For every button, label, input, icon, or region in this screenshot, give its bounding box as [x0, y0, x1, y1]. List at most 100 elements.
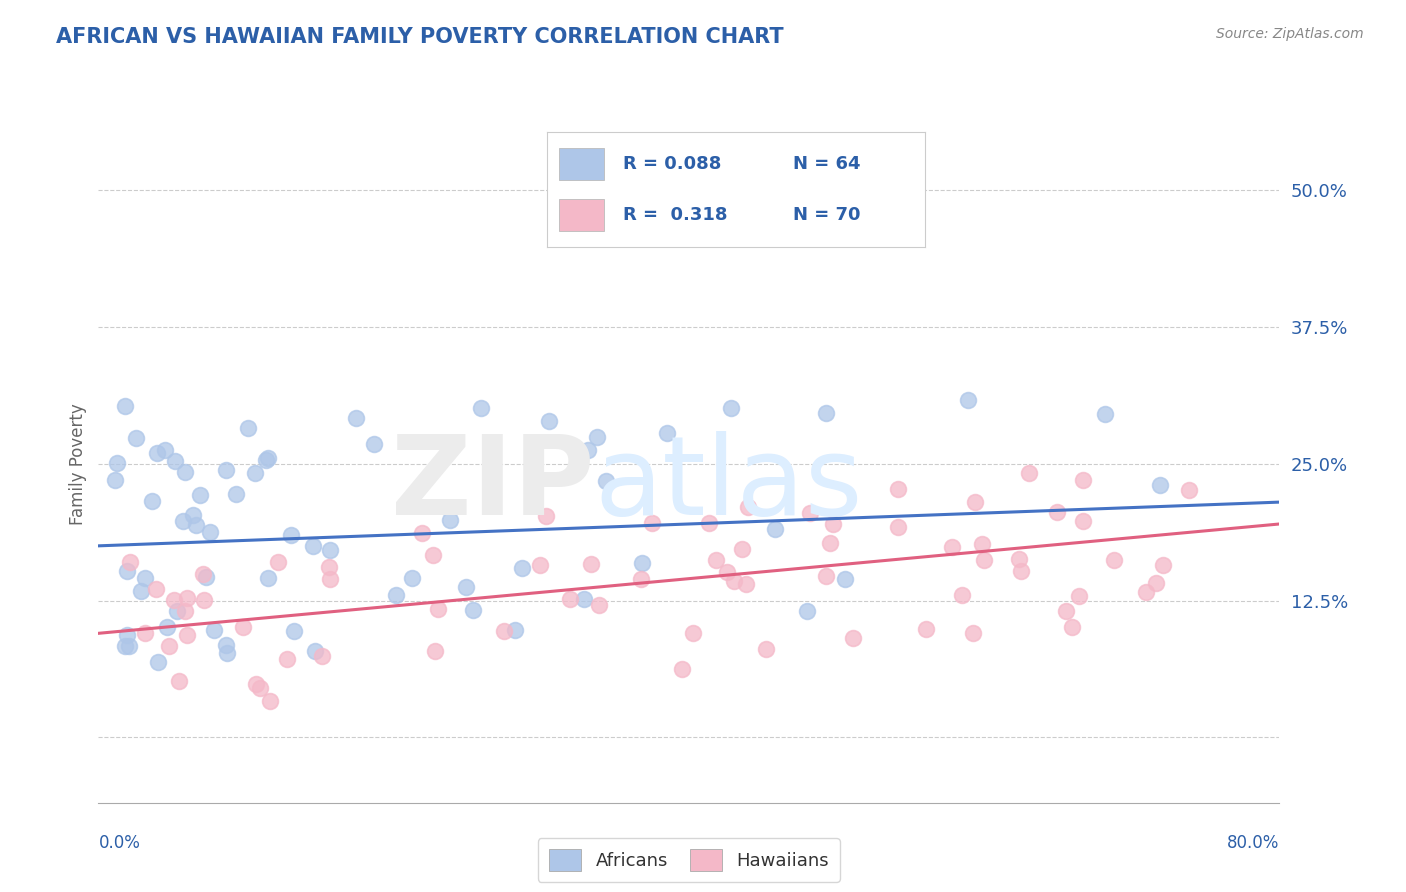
Point — [576, 442, 599, 457]
Point — [818, 536, 841, 550]
Point — [799, 506, 821, 520]
Legend: Africans, Hawaiians: Africans, Hawaiians — [538, 838, 839, 882]
Y-axis label: Family Poverty: Family Poverty — [69, 403, 87, 524]
Point — [157, 639, 180, 653]
Point — [217, 646, 239, 660]
Point — [427, 601, 450, 615]
Point — [814, 569, 837, 583]
Point — [254, 453, 277, 467]
Point — [505, 624, 527, 638]
Point — [463, 603, 485, 617]
Point — [172, 514, 194, 528]
Point — [1144, 575, 1167, 590]
Point — [723, 574, 745, 588]
Point — [311, 648, 333, 663]
Text: 0.0%: 0.0% — [98, 834, 141, 852]
Point — [1008, 551, 1031, 566]
Point — [114, 639, 136, 653]
Point — [245, 676, 267, 690]
Point — [173, 465, 195, 479]
Point — [215, 638, 238, 652]
Point — [823, 516, 845, 531]
Point — [146, 656, 169, 670]
Point — [1060, 620, 1083, 634]
Point — [697, 516, 720, 530]
Point — [176, 628, 198, 642]
Point — [537, 414, 560, 428]
Point — [166, 604, 188, 618]
Point — [439, 513, 461, 527]
Point — [401, 572, 423, 586]
Point — [1152, 558, 1174, 573]
Text: ZIP: ZIP — [391, 431, 595, 538]
Point — [630, 556, 652, 570]
Point — [941, 541, 963, 555]
Point — [215, 463, 238, 477]
Point — [422, 549, 444, 563]
Point — [914, 623, 936, 637]
Point — [319, 542, 342, 557]
Point — [236, 421, 259, 435]
Point — [630, 572, 652, 586]
Point — [194, 570, 217, 584]
Point — [950, 588, 973, 602]
Point — [198, 525, 221, 540]
Point — [796, 604, 818, 618]
Point — [363, 437, 385, 451]
Point — [704, 553, 727, 567]
Point — [682, 626, 704, 640]
Point — [586, 430, 609, 444]
Point — [423, 644, 446, 658]
Point — [129, 583, 152, 598]
Point — [120, 555, 142, 569]
Point — [304, 644, 326, 658]
Point — [1054, 604, 1077, 618]
Point — [411, 525, 433, 540]
Point — [202, 624, 225, 638]
Point — [1071, 473, 1094, 487]
Point — [259, 694, 281, 708]
Point — [163, 454, 186, 468]
Point — [529, 558, 551, 572]
Point — [115, 628, 138, 642]
Point — [302, 539, 325, 553]
Point — [1071, 514, 1094, 528]
Point — [181, 508, 204, 523]
Point — [134, 625, 156, 640]
Point — [1067, 589, 1090, 603]
Point — [588, 598, 610, 612]
Point — [114, 399, 136, 413]
Point — [973, 553, 995, 567]
Point — [735, 577, 758, 591]
Point — [141, 493, 163, 508]
Point — [232, 620, 254, 634]
Point — [470, 401, 492, 415]
Point — [107, 456, 129, 470]
Point — [193, 593, 215, 607]
Text: atlas: atlas — [595, 431, 863, 538]
Point — [1135, 585, 1157, 599]
Text: Source: ZipAtlas.com: Source: ZipAtlas.com — [1216, 27, 1364, 41]
Point — [176, 591, 198, 605]
Point — [267, 555, 290, 569]
Point — [115, 564, 138, 578]
Point — [145, 582, 167, 596]
Point — [155, 442, 177, 457]
Point — [657, 426, 679, 441]
Point — [494, 624, 516, 638]
Point — [134, 570, 156, 584]
Point — [737, 500, 759, 514]
Point — [184, 518, 207, 533]
Point — [560, 592, 582, 607]
Point — [162, 592, 184, 607]
Point — [318, 560, 340, 574]
Point — [972, 537, 994, 551]
Point — [276, 652, 298, 666]
Point — [146, 446, 169, 460]
Point — [191, 566, 214, 581]
Point — [671, 662, 693, 676]
Point — [256, 450, 278, 465]
Point — [283, 624, 305, 638]
Point — [595, 474, 617, 488]
Point — [886, 519, 908, 533]
